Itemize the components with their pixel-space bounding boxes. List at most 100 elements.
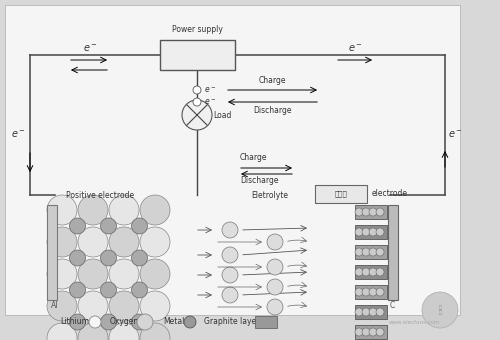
Text: Lithium: Lithium	[60, 318, 89, 326]
Circle shape	[70, 282, 86, 298]
Text: Graphite layer: Graphite layer	[204, 318, 260, 326]
Circle shape	[222, 222, 238, 238]
Circle shape	[362, 308, 370, 316]
Circle shape	[140, 291, 170, 321]
Circle shape	[355, 328, 363, 336]
Circle shape	[355, 208, 363, 216]
Circle shape	[222, 287, 238, 303]
Circle shape	[267, 299, 283, 315]
Text: Load: Load	[213, 110, 232, 119]
Text: electrode: electrode	[372, 189, 408, 199]
Text: Discharge: Discharge	[240, 176, 279, 185]
Circle shape	[362, 268, 370, 276]
Circle shape	[78, 227, 108, 257]
Bar	[47, 205, 57, 300]
Text: Charge: Charge	[258, 76, 286, 85]
Text: $e^-$: $e^-$	[204, 97, 216, 107]
Circle shape	[132, 218, 148, 234]
Circle shape	[369, 308, 377, 316]
Text: Eletrolyte: Eletrolyte	[252, 190, 288, 200]
Circle shape	[132, 250, 148, 266]
Bar	[355, 225, 387, 239]
Circle shape	[376, 268, 384, 276]
Circle shape	[376, 328, 384, 336]
Circle shape	[109, 259, 139, 289]
Circle shape	[78, 195, 108, 225]
Circle shape	[140, 323, 170, 340]
Circle shape	[267, 234, 283, 250]
Circle shape	[70, 250, 86, 266]
Text: $e^-$: $e^-$	[448, 130, 462, 140]
Circle shape	[376, 228, 384, 236]
Circle shape	[267, 279, 283, 295]
Bar	[355, 325, 387, 339]
Circle shape	[422, 292, 458, 328]
Text: $e^-$: $e^-$	[82, 42, 98, 53]
Bar	[255, 316, 277, 328]
Circle shape	[362, 228, 370, 236]
Circle shape	[100, 314, 116, 330]
Text: $e^-$: $e^-$	[348, 42, 362, 53]
Text: Power supply: Power supply	[172, 25, 222, 34]
Circle shape	[184, 316, 196, 328]
Circle shape	[222, 267, 238, 283]
Circle shape	[376, 248, 384, 256]
Circle shape	[132, 282, 148, 298]
Circle shape	[355, 228, 363, 236]
Bar	[160, 40, 235, 70]
Circle shape	[193, 86, 201, 94]
Circle shape	[47, 259, 77, 289]
Text: Al: Al	[52, 301, 59, 309]
Circle shape	[369, 228, 377, 236]
Circle shape	[369, 268, 377, 276]
Text: C: C	[390, 301, 394, 309]
Circle shape	[47, 291, 77, 321]
Circle shape	[355, 308, 363, 316]
Circle shape	[100, 250, 116, 266]
Circle shape	[376, 288, 384, 296]
Circle shape	[137, 314, 153, 330]
Circle shape	[376, 308, 384, 316]
Bar	[355, 265, 387, 279]
Circle shape	[140, 195, 170, 225]
Circle shape	[369, 328, 377, 336]
Bar	[315, 185, 367, 203]
Circle shape	[222, 247, 238, 263]
Text: 电
子: 电 子	[438, 305, 442, 316]
Circle shape	[109, 323, 139, 340]
Circle shape	[355, 288, 363, 296]
Circle shape	[109, 291, 139, 321]
Circle shape	[100, 282, 116, 298]
Bar	[388, 205, 398, 300]
Bar	[355, 245, 387, 259]
Circle shape	[109, 195, 139, 225]
Text: Metal: Metal	[163, 318, 184, 326]
Circle shape	[369, 208, 377, 216]
Text: Charge: Charge	[240, 153, 268, 162]
Circle shape	[182, 100, 212, 130]
Circle shape	[362, 328, 370, 336]
Text: 下一步: 下一步	[334, 191, 347, 197]
Text: Discharge: Discharge	[253, 106, 291, 115]
Circle shape	[100, 218, 116, 234]
Circle shape	[362, 248, 370, 256]
Text: www.elecfans.com: www.elecfans.com	[389, 320, 441, 324]
Circle shape	[193, 98, 201, 106]
Text: Positive electrode: Positive electrode	[66, 190, 134, 200]
Circle shape	[369, 288, 377, 296]
Circle shape	[47, 195, 77, 225]
Circle shape	[109, 227, 139, 257]
Circle shape	[78, 259, 108, 289]
Bar	[355, 305, 387, 319]
Text: $e^-$: $e^-$	[10, 130, 26, 140]
Bar	[355, 285, 387, 299]
Circle shape	[70, 218, 86, 234]
Circle shape	[369, 248, 377, 256]
Circle shape	[267, 259, 283, 275]
Circle shape	[78, 291, 108, 321]
Circle shape	[355, 248, 363, 256]
Text: Oxygen: Oxygen	[110, 318, 139, 326]
Circle shape	[362, 208, 370, 216]
Circle shape	[47, 227, 77, 257]
Circle shape	[70, 314, 86, 330]
